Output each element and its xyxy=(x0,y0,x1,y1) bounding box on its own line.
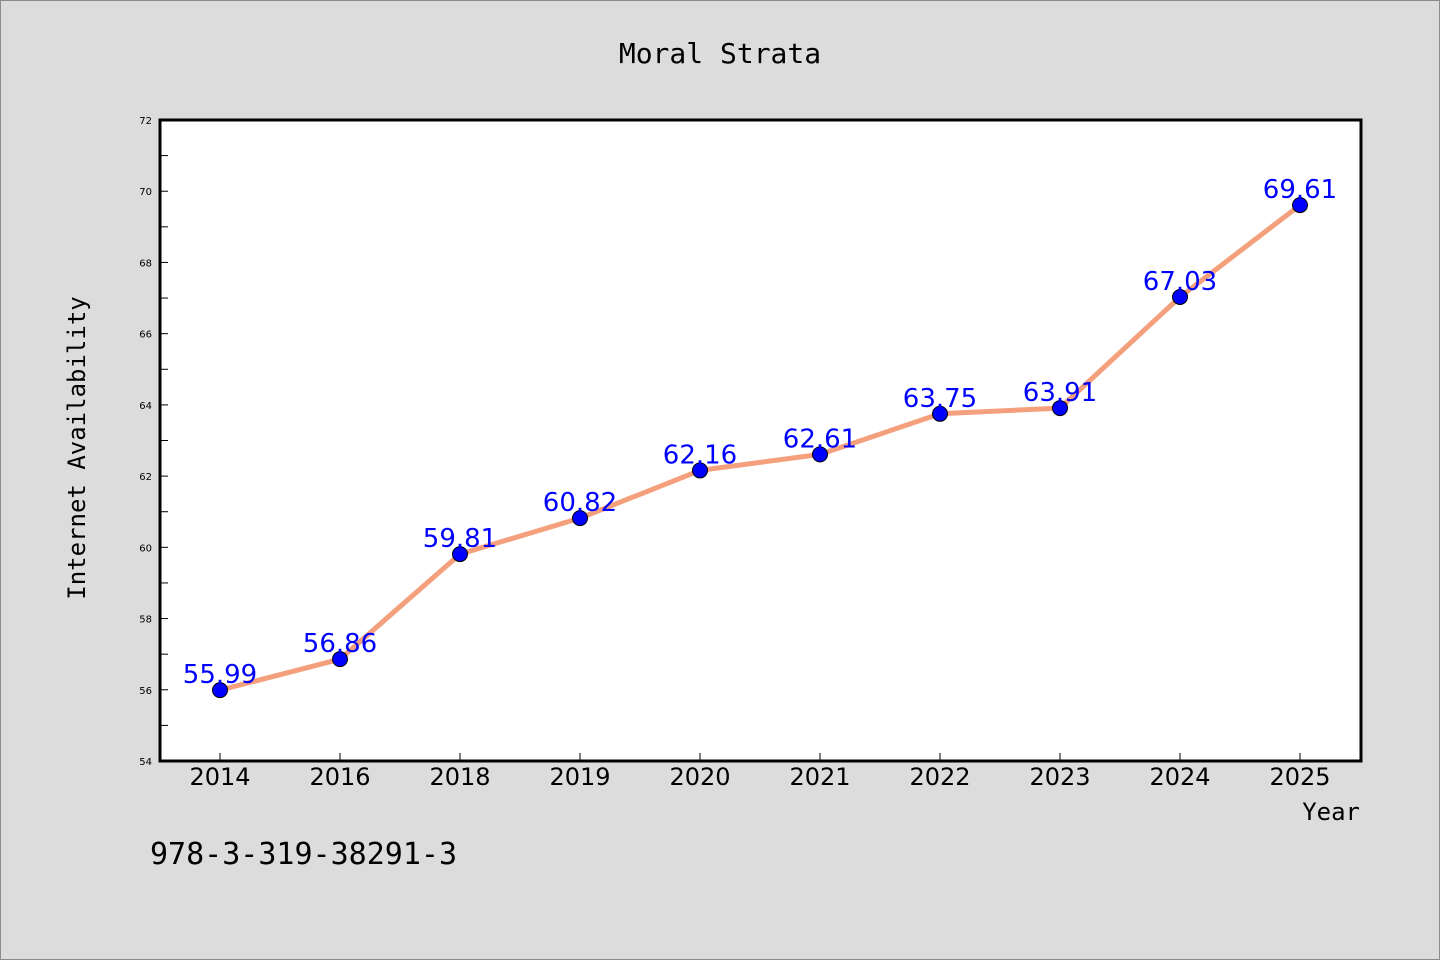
x-axis-label: Year xyxy=(1302,798,1360,826)
data-point xyxy=(1052,400,1068,417)
x-tick-label: 2019 xyxy=(549,763,610,791)
data-point xyxy=(1172,288,1188,305)
data-label: 55.99 xyxy=(183,660,257,690)
y-tick-label: 70 xyxy=(139,187,152,198)
data-labels: 55.99 56.86 59.81 60.82 62.16 62.61 63.75 63.91… xyxy=(183,175,1337,690)
y-tick-label: 58 xyxy=(139,615,152,626)
y-tick-label: 62 xyxy=(139,472,152,483)
x-tick-label: 2023 xyxy=(1029,763,1090,791)
x-tick-label: 2020 xyxy=(669,763,730,791)
data-point xyxy=(572,510,588,527)
x-tick-label: 2025 xyxy=(1269,763,1330,791)
data-point xyxy=(452,546,468,563)
y-tick-label: 64 xyxy=(139,401,152,412)
data-point xyxy=(1292,197,1308,214)
data-label: 69.61 xyxy=(1263,175,1337,205)
x-tick-label: 2018 xyxy=(429,763,490,791)
y-axis-label: Internet Availability xyxy=(63,296,91,599)
data-label: 62.16 xyxy=(663,440,737,470)
x-axis: 2014 2016 2018 2019 2020 2021 2022 2023 2024 2025 xyxy=(189,753,1331,791)
y-tick-label: 66 xyxy=(139,330,152,341)
data-point xyxy=(932,405,948,422)
y-tick-label: 56 xyxy=(139,686,152,697)
x-tick-label: 2021 xyxy=(789,763,850,791)
series-line xyxy=(217,202,1303,693)
isbn-text: 978-3-319-38291-3 xyxy=(150,837,457,872)
data-label: 67.03 xyxy=(1143,267,1217,297)
y-tick-label: 72 xyxy=(139,116,152,127)
data-label: 56.86 xyxy=(303,629,377,659)
data-point xyxy=(812,446,828,463)
x-tick-label: 2016 xyxy=(309,763,370,791)
x-tick-label: 2014 xyxy=(189,763,250,791)
x-tick-label: 2024 xyxy=(1149,763,1210,791)
data-point xyxy=(692,462,708,479)
data-label: 60.82 xyxy=(543,488,617,518)
data-label: 63.75 xyxy=(903,384,977,414)
y-tick-label: 54 xyxy=(139,757,152,768)
plot-border xyxy=(158,118,1363,763)
chart-title: Moral Strata xyxy=(619,37,821,70)
data-label: 59.81 xyxy=(423,524,497,554)
x-tick-label: 2022 xyxy=(909,763,970,791)
series-markers xyxy=(212,197,1308,699)
y-tick-label: 68 xyxy=(139,258,152,269)
data-label: 62.61 xyxy=(783,424,857,454)
y-tick-label: 60 xyxy=(139,543,152,554)
series-polyline xyxy=(217,202,1303,693)
data-point xyxy=(212,682,228,699)
data-label: 63.91 xyxy=(1023,378,1097,408)
plot-area xyxy=(160,120,1361,761)
data-point xyxy=(332,651,348,668)
